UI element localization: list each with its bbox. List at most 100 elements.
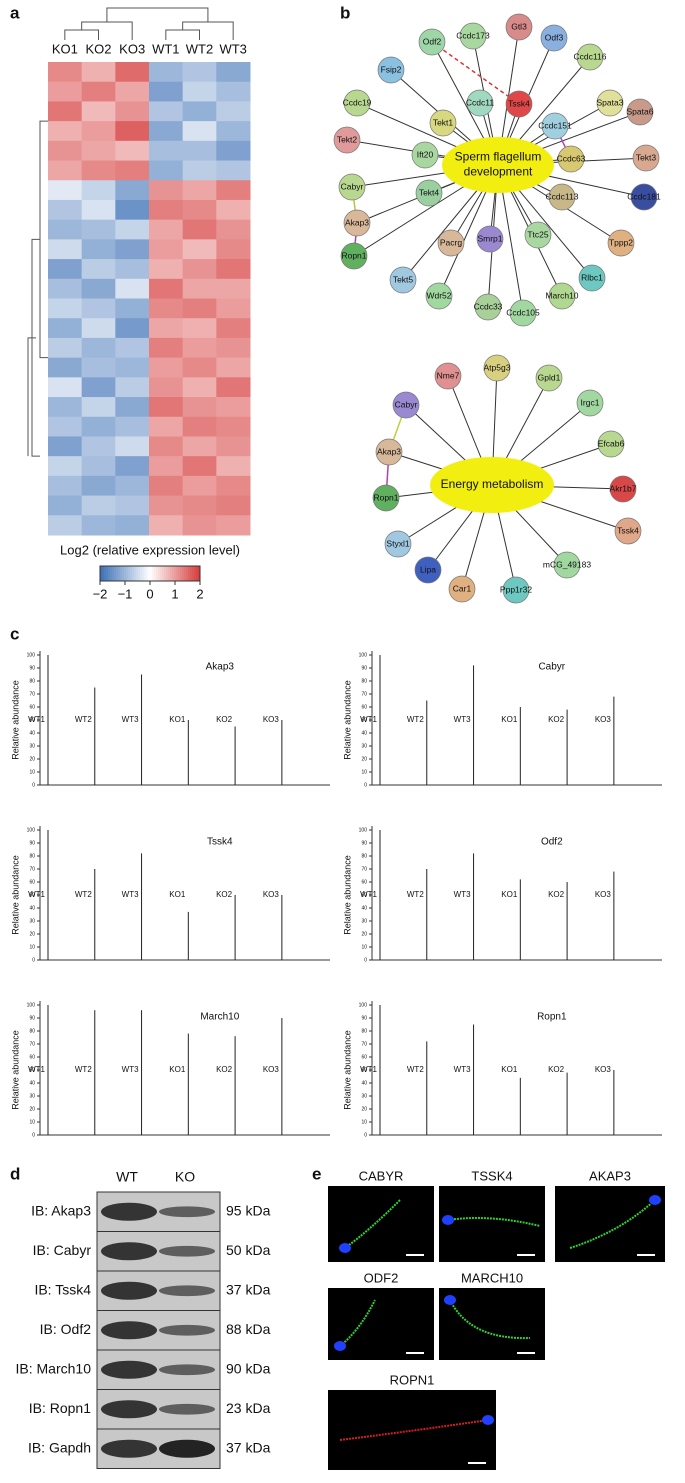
heatmap-cell: [216, 337, 251, 359]
y-tick-label: 70: [361, 866, 367, 872]
heatmap-cell: [81, 140, 116, 162]
node: [377, 56, 405, 84]
sample-label: KO1: [501, 1065, 518, 1074]
y-tick-label: 20: [361, 756, 367, 762]
node-label: Ccdc105: [506, 307, 540, 317]
heatmap-cell: [81, 219, 116, 240]
y-tick-label: 100: [27, 652, 36, 658]
heatmap-cell: [115, 121, 150, 142]
node-label: Spata3: [597, 97, 624, 107]
dendrogram: [27, 120, 48, 457]
hub-label: Sperm flagellum development: [455, 150, 542, 179]
column-label: WT2: [186, 41, 213, 56]
colorbar-segment: [114, 566, 117, 581]
heatmap-cell: [81, 377, 116, 398]
colorbar-segment: [166, 566, 169, 581]
band: [159, 1439, 215, 1458]
y-tick-label: 0: [364, 782, 367, 788]
node: [389, 266, 417, 294]
heatmap-cell: [48, 278, 83, 299]
heatmap-cell: [81, 337, 116, 359]
y-tick-label: 50: [29, 717, 35, 723]
heatmap-cell: [182, 180, 217, 201]
panel-label: a: [10, 3, 20, 22]
scale-bar: [468, 1462, 486, 1464]
node: [502, 576, 530, 604]
heatmap-cell: [48, 495, 83, 516]
y-tick-label: 80: [361, 678, 367, 684]
sample-label: KO3: [263, 1065, 280, 1074]
heatmap-cell: [115, 101, 150, 122]
heatmap-cell: [48, 239, 83, 260]
heatmap-cell: [216, 140, 251, 162]
colorbar-segment: [142, 566, 145, 581]
node-label: Efcab6: [598, 438, 625, 448]
node: [630, 183, 658, 211]
heatmap-cell: [149, 298, 184, 319]
heatmap-cell: [115, 397, 150, 418]
colorbar-segment: [122, 566, 125, 581]
y-tick-label: 0: [32, 957, 35, 963]
heatmap-cell: [115, 377, 150, 398]
node: [448, 575, 476, 603]
dendrogram: [64, 7, 234, 40]
blot-label: IB: Gapdh: [28, 1439, 91, 1455]
flagellum: [344, 1199, 401, 1249]
heatmap-cell: [48, 337, 83, 359]
node: [338, 173, 366, 201]
column-label: KO1: [52, 41, 78, 56]
colorbar-segment: [176, 566, 179, 581]
colorbar-segment: [172, 566, 175, 581]
network: Sperm flagellum development Odf2 Ccdc173 Gtl…: [333, 13, 661, 327]
band: [159, 1245, 215, 1257]
heatmap-cell: [81, 259, 116, 280]
heatmap-cell: [149, 62, 184, 83]
colorbar-tick-label: −1: [118, 586, 133, 601]
flagellum: [449, 1299, 531, 1340]
blot-label: IB: Akap3: [31, 1202, 91, 1218]
blot-size: 95 kDa: [226, 1202, 271, 1218]
node-label: Lipa: [420, 564, 436, 574]
sample-label: WT1: [28, 715, 45, 724]
band: [101, 1242, 157, 1261]
heatmap-cell: [81, 278, 116, 299]
node-label: Cabyr: [395, 399, 418, 409]
y-tick-label: 60: [29, 704, 35, 710]
heatmap-cell: [115, 436, 150, 457]
colorbar-segment: [170, 566, 173, 581]
sample-label: KO3: [263, 890, 280, 899]
image-label: TSSK4: [471, 1168, 512, 1183]
heatmap-cell: [81, 239, 116, 260]
node: [384, 530, 412, 558]
y-tick-label: 10: [29, 769, 35, 775]
node: [609, 475, 637, 503]
heatmap-cell: [48, 475, 83, 497]
colorbar-segment: [126, 566, 129, 581]
sperm-head: [442, 1215, 454, 1225]
sample-label: KO1: [169, 1065, 186, 1074]
node-label: Akap3: [377, 446, 401, 456]
sample-label: WT1: [360, 1065, 377, 1074]
band: [101, 1321, 157, 1340]
y-tick-label: 70: [361, 691, 367, 697]
node-label: Spata6: [627, 106, 654, 116]
heatmap-cell: [48, 180, 83, 201]
colorbar-segment: [164, 566, 167, 581]
heatmap-cell: [182, 140, 217, 162]
colorbar-segment: [118, 566, 121, 581]
column-label: KO2: [85, 41, 111, 56]
node-label: Styxl1: [386, 538, 409, 548]
colorbar-segment: [108, 566, 111, 581]
colorbar-segment: [130, 566, 133, 581]
panel-label: c: [10, 624, 19, 643]
colorbar-segment: [154, 566, 157, 581]
colorbar-segment: [106, 566, 109, 581]
heatmap-cell: [48, 515, 83, 536]
y-tick-label: 10: [361, 1119, 367, 1125]
y-tick-label: 10: [361, 944, 367, 950]
node: [437, 229, 465, 257]
colorbar-segment: [124, 566, 127, 581]
heatmap-cell: [48, 416, 83, 437]
heatmap-cell: [216, 436, 251, 457]
